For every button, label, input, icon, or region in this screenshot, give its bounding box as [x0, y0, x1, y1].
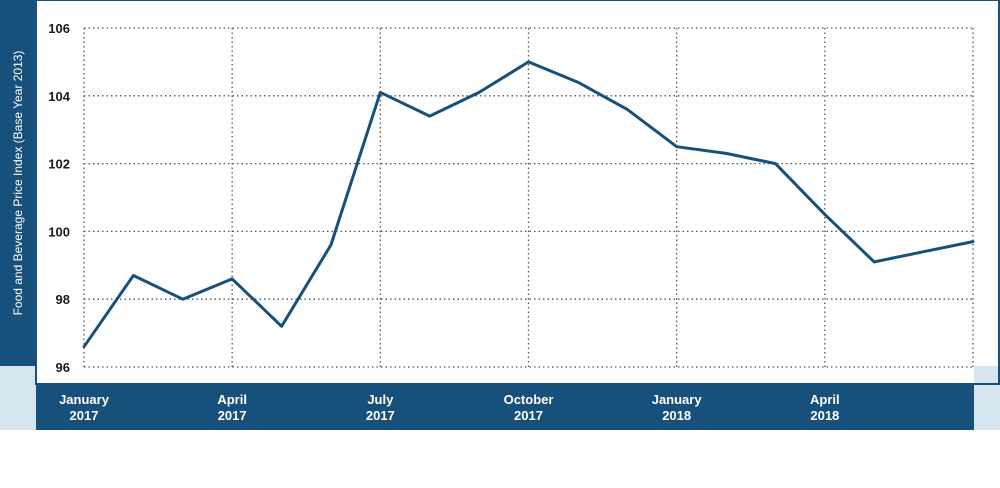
y-tick-label: 96	[56, 360, 70, 375]
corner-box-right	[974, 366, 1000, 430]
x-tick-label: January	[59, 392, 110, 407]
x-tick-label: 2017	[514, 408, 543, 423]
y-tick-label: 98	[56, 292, 70, 307]
x-tick-label: 2018	[662, 408, 691, 423]
x-tick-label: October	[504, 392, 554, 407]
x-tick-label: 2017	[218, 408, 247, 423]
y-tick-label: 102	[48, 157, 70, 172]
x-tick-label: July	[367, 392, 394, 407]
y-tick-label: 104	[48, 89, 70, 104]
x-tick-label: April	[217, 392, 247, 407]
x-tick-label: January	[652, 392, 703, 407]
x-tick-label: April	[810, 392, 840, 407]
y-tick-label: 106	[48, 21, 70, 36]
x-tick-labels: January2017April2017July2017October2017J…	[59, 392, 840, 423]
plot-frame	[35, 0, 1000, 385]
y-axis-label: Food and Beverage Price Index (Base Year…	[11, 51, 25, 316]
grid	[83, 27, 974, 368]
y-tick-labels: 96 98 100 102 104 106	[48, 21, 70, 375]
x-tick-label: 2018	[810, 408, 839, 423]
corner-box-left	[0, 366, 36, 430]
x-tick-label: 2017	[70, 408, 99, 423]
x-axis-band	[36, 384, 974, 430]
y-axis-band	[0, 0, 36, 366]
series-line	[82, 60, 975, 349]
x-tick-label: 2017	[366, 408, 395, 423]
y-tick-label: 100	[48, 224, 70, 239]
